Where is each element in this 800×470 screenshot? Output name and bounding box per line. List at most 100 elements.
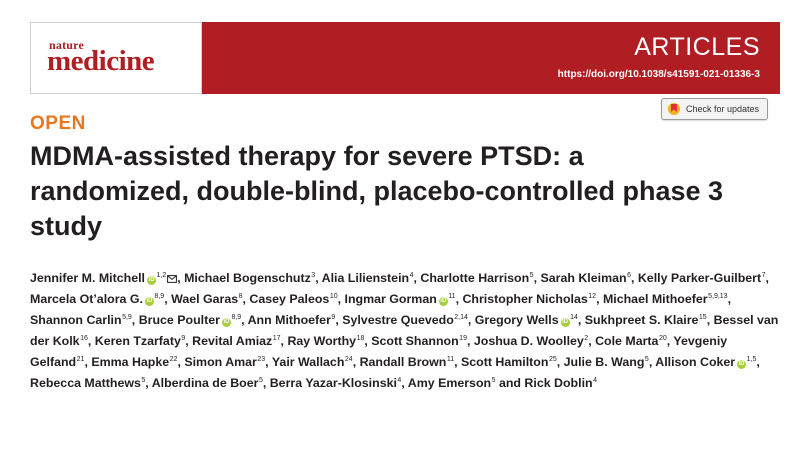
author-item[interactable]: Shannon Carlin5,9 <box>30 313 132 327</box>
author-name[interactable]: Rick Doblin <box>524 376 593 391</box>
author-name[interactable]: Revital Amiaz <box>192 334 273 349</box>
author-item[interactable]: Sylvestre Quevedo2,14 <box>342 313 468 327</box>
affiliation-marker[interactable]: 4 <box>397 377 402 385</box>
affiliation-marker[interactable]: 14 <box>570 314 578 322</box>
affiliation-marker[interactable]: 16 <box>80 335 88 343</box>
affiliation-marker[interactable]: 7 <box>761 272 766 279</box>
author-item[interactable]: Michael Mithoefer5,9,13 <box>603 292 728 306</box>
author-name[interactable]: Rebecca Matthews <box>30 376 141 391</box>
author-item[interactable]: Rebecca Matthews5 <box>30 376 145 390</box>
author-name[interactable]: Casey Paleos <box>249 292 330 307</box>
affiliation-marker[interactable]: 5 <box>491 377 496 385</box>
affiliation-marker[interactable]: 25 <box>548 356 557 364</box>
affiliation-marker[interactable]: 18 <box>356 335 365 343</box>
author-name[interactable]: Keren Tzarfaty <box>94 334 181 349</box>
author-name[interactable]: Ann Mithoefer <box>247 313 331 328</box>
affiliation-marker[interactable]: 4 <box>593 377 597 385</box>
orcid-icon[interactable]: iD <box>560 318 570 328</box>
author-name[interactable]: Alberdina de Boer <box>151 376 259 391</box>
author-name[interactable]: Julie B. Wang <box>563 355 645 370</box>
affiliation-marker[interactable]: 8,9 <box>231 314 242 322</box>
author-item[interactable]: Emma Hapke22 <box>91 355 177 369</box>
author-name[interactable]: Joshua D. Woolley <box>473 334 584 349</box>
author-item[interactable]: Berra Yazar-Klosinski4 <box>270 376 402 390</box>
author-item[interactable]: Ann Mithoefer9 <box>248 313 336 327</box>
author-item[interactable]: Ray Worthy18 <box>287 334 364 348</box>
author-name[interactable]: Ray Worthy <box>287 334 357 349</box>
affiliation-marker[interactable]: 10 <box>329 293 338 301</box>
author-item[interactable]: Simon Amar23 <box>184 355 265 369</box>
affiliation-marker[interactable]: 22 <box>169 356 178 364</box>
author-name[interactable]: Yair Wallach <box>271 355 345 370</box>
affiliation-marker[interactable]: 5 <box>141 377 146 385</box>
author-item[interactable]: Keren Tzarfaty9 <box>95 334 185 348</box>
orcid-icon[interactable]: iD <box>737 360 747 370</box>
author-item[interactable]: Yevgeniy Gelfand21 <box>30 334 727 369</box>
author-item[interactable]: Allison Coker iD1,5 <box>655 355 757 370</box>
author-name[interactable]: Michael Mithoefer <box>602 292 708 307</box>
author-item[interactable]: Ingmar Gorman iD11 <box>344 292 456 307</box>
author-item[interactable]: Bruce Poulter iD8,9 <box>139 313 242 328</box>
affiliation-marker[interactable]: 11 <box>448 293 456 301</box>
affiliation-marker[interactable]: 5 <box>644 356 649 364</box>
author-name[interactable]: Scott Hamilton <box>461 355 549 370</box>
author-item[interactable]: Charlotte Harrison5 <box>420 271 533 285</box>
affiliation-marker[interactable]: 17 <box>272 335 281 343</box>
affiliation-marker[interactable]: 1,5 <box>746 356 757 364</box>
affiliation-marker[interactable]: 11 <box>446 356 455 364</box>
author-item[interactable]: Amy Emerson5 <box>408 376 496 390</box>
author-name[interactable]: Scott Shannon <box>371 334 459 349</box>
author-item[interactable]: Michael Bogenschutz3 <box>184 271 315 285</box>
author-item[interactable]: Rick Doblin4 <box>524 376 597 390</box>
affiliation-marker[interactable]: 3 <box>311 272 316 279</box>
affiliation-marker[interactable]: 8,9 <box>154 293 165 301</box>
orcid-icon[interactable]: iD <box>221 318 231 328</box>
affiliation-marker[interactable]: 24 <box>344 356 353 364</box>
author-name[interactable]: Christopher Nicholas <box>462 292 588 307</box>
author-item[interactable]: Jennifer M. Mitchell iD1,2 <box>30 271 178 285</box>
author-item[interactable]: Casey Paleos10 <box>249 292 337 306</box>
author-item[interactable]: Christopher Nicholas12 <box>462 292 596 306</box>
author-name[interactable]: Simon Amar <box>184 355 257 370</box>
affiliation-marker[interactable]: 8 <box>238 293 243 301</box>
author-item[interactable]: Scott Hamilton25 <box>461 355 557 369</box>
orcid-icon[interactable]: iD <box>144 297 154 307</box>
doi-link[interactable]: https://doi.org/10.1038/s41591-021-01336… <box>557 69 760 80</box>
author-name[interactable]: Ingmar Gorman <box>344 292 437 307</box>
author-name[interactable]: Sylvestre Quevedo <box>342 313 454 328</box>
author-item[interactable]: Randall Brown11 <box>360 355 455 369</box>
affiliation-marker[interactable]: 15 <box>698 314 707 322</box>
author-name[interactable]: Sukhpreet S. Klaire <box>584 313 699 328</box>
author-name[interactable]: Shannon Carlin <box>30 313 122 328</box>
author-name[interactable]: Charlotte Harrison <box>420 271 530 285</box>
author-item[interactable]: Scott Shannon19 <box>371 334 467 348</box>
author-item[interactable]: Marcela Ot’alora G. iD8,9 <box>30 292 165 307</box>
author-name[interactable]: Sarah Kleiman <box>540 271 627 285</box>
author-name[interactable]: Marcela Ot’alora G. <box>30 292 143 307</box>
author-name[interactable]: Bessel van der Kolk <box>30 313 779 349</box>
affiliation-marker[interactable]: 23 <box>257 356 266 364</box>
affiliation-marker[interactable]: 5,9,13 <box>708 293 728 301</box>
author-name[interactable]: Randall Brown <box>359 355 447 370</box>
orcid-icon[interactable]: iD <box>438 297 448 307</box>
author-name[interactable]: Emma Hapke <box>91 355 170 370</box>
affiliation-marker[interactable]: 9 <box>331 314 336 322</box>
author-item[interactable]: Sarah Kleiman6 <box>540 271 631 285</box>
author-item[interactable]: Yair Wallach24 <box>272 355 353 369</box>
author-name[interactable]: Alia Lilienstein <box>321 271 410 285</box>
affiliation-marker[interactable]: 5 <box>529 272 534 279</box>
author-name[interactable]: Cole Marta <box>595 334 659 349</box>
author-name[interactable]: Yevgeniy Gelfand <box>30 334 728 370</box>
affiliation-marker[interactable]: 21 <box>76 356 85 364</box>
affiliation-marker[interactable]: 4 <box>409 272 414 279</box>
author-name[interactable]: Allison Coker <box>655 355 736 370</box>
author-item[interactable]: Gregory Wells iD14 <box>475 313 578 328</box>
affiliation-marker[interactable]: 6 <box>627 272 631 279</box>
affiliation-marker[interactable]: 2,14 <box>454 314 468 322</box>
author-name[interactable]: Michael Bogenschutz <box>184 271 311 285</box>
affiliation-marker[interactable]: 19 <box>459 335 467 343</box>
affiliation-marker[interactable]: 1,2 <box>156 272 167 279</box>
author-name[interactable]: Wael Garas <box>171 292 239 307</box>
affiliation-marker[interactable]: 20 <box>658 335 667 343</box>
author-item[interactable]: Joshua D. Woolley2 <box>474 334 588 348</box>
